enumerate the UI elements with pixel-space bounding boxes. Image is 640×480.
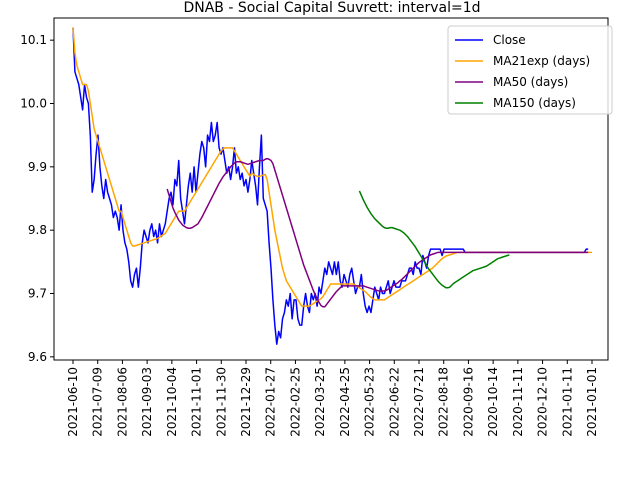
x-tick-label: 2021-10-04 [165,367,179,437]
x-tick-label: 2020-09-16 [461,367,475,437]
x-tick-label: 2021-11-30 [214,367,228,437]
series-line-ma150-days [358,190,510,289]
x-tick-label: 2022-07-21 [412,367,426,437]
x-tick-label: 2021-12-29 [239,367,253,437]
chart-title: DNAB - Social Capital Suvrett: interval=… [183,0,480,16]
y-tick-label: 10.0 [20,97,47,111]
y-axis: 9.6 9.7 9.8 9.9 10.0 10.1 [20,33,54,364]
y-tick-label: 10.1 [20,33,47,47]
x-tick-label: 2022-04-25 [338,367,352,437]
x-tick-label: 2021-11-01 [190,367,204,437]
legend-label-ma21exp-days: MA21exp (days) [493,54,590,68]
x-tick-label: 2021-07-09 [91,367,105,437]
x-tick-label: 2021-01-11 [560,367,574,437]
legend: Close MA21exp (days) MA50 (days) MA150 (day… [447,25,613,115]
x-tick-label: 2022-02-25 [288,367,302,437]
x-tick-label: 2020-12-10 [536,367,550,437]
x-tick-label: 2022-05-23 [363,367,377,437]
series-lines [72,27,592,345]
x-tick-label: 2021-01-01 [585,367,599,437]
plot-area-frame [53,17,609,361]
x-tick-label: 2021-06-10 [66,367,80,437]
x-tick-label: 2021-08-06 [115,367,129,437]
legend-label-ma150-days: MA150 (days) [493,96,576,110]
x-tick-label: 2020-10-14 [486,367,500,437]
legend-box [447,25,613,115]
y-tick-label: 9.8 [28,223,47,237]
y-tick-label: 9.6 [28,350,47,364]
x-tick-label: 2022-01-27 [264,367,278,437]
x-tick-label: 2021-09-03 [140,367,154,437]
x-axis: 2021-06-10 2021-07-09 2021-08-06 2021-09-03… [66,360,599,437]
legend-label-ma50-days: MA50 (days) [493,75,568,89]
y-tick-label: 9.7 [28,287,47,301]
x-tick-label: 2022-08-18 [437,367,451,437]
x-tick-label: 2022-03-25 [313,367,327,437]
x-tick-label: 2020-11-11 [511,367,525,437]
y-tick-label: 9.9 [28,160,47,174]
x-tick-label: 2022-06-22 [387,367,401,437]
legend-label-close: Close [493,33,526,47]
series-line-ma50-days [166,157,589,308]
